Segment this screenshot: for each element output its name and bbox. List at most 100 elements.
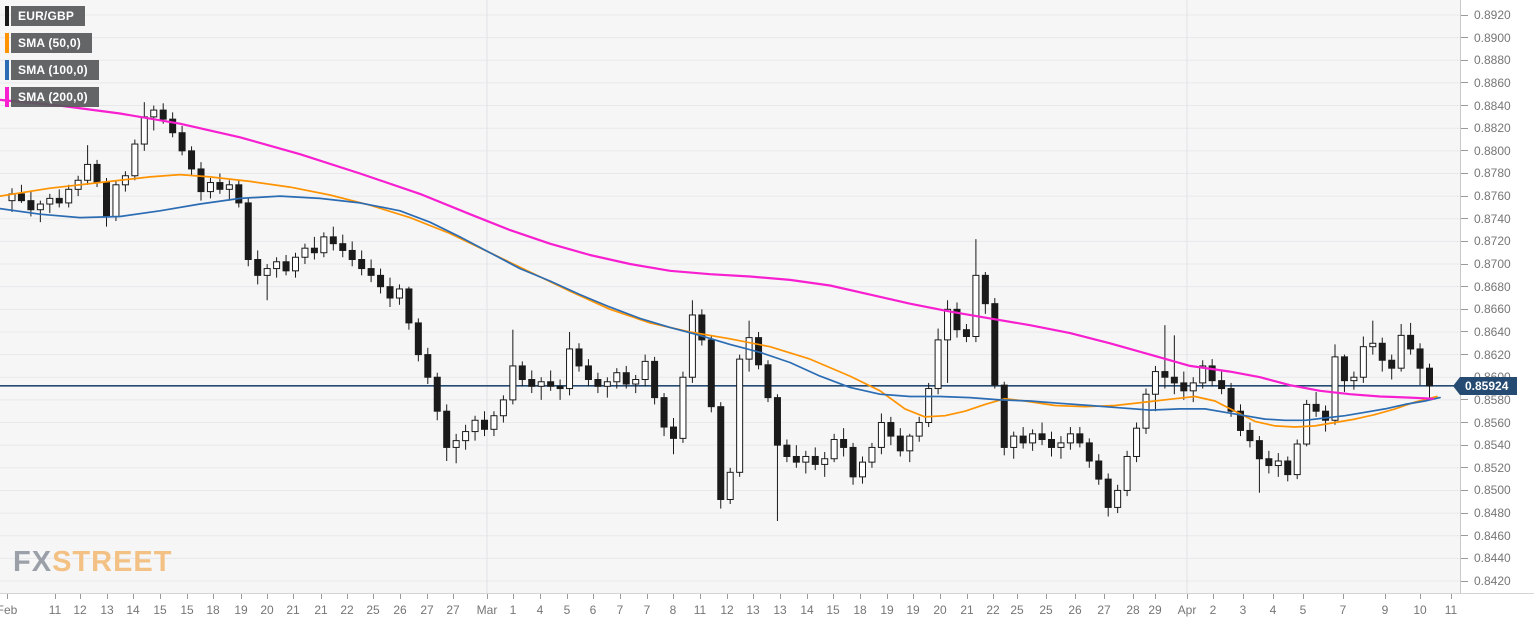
candle-up xyxy=(1114,489,1122,508)
price-axis-tick xyxy=(1461,467,1468,469)
legend: EUR/GBP SMA (50,0) SMA (100,0) SMA (200,0) xyxy=(5,6,99,114)
candle-down xyxy=(1322,410,1330,421)
candle-up xyxy=(726,471,734,500)
price-axis-tick xyxy=(1461,127,1468,129)
price-axis-tick xyxy=(1461,308,1468,310)
legend-item-label: EUR/GBP xyxy=(11,6,86,26)
time-axis-label: 8 xyxy=(669,603,677,617)
candle-up xyxy=(1397,334,1405,369)
price-axis-label: 0.8460 xyxy=(1474,528,1511,543)
candle-down xyxy=(169,118,177,134)
candle-down xyxy=(584,365,592,381)
candle-up xyxy=(1010,435,1018,448)
current-price-badge: 0.85924 xyxy=(1453,376,1518,395)
sma-line-500 xyxy=(0,173,1438,428)
price-axis-label: 0.8720 xyxy=(1474,234,1511,249)
price-axis-tick xyxy=(1461,354,1468,356)
candle-down xyxy=(849,446,857,478)
candle-down xyxy=(1208,365,1216,382)
candle-up xyxy=(320,236,328,254)
candle-down xyxy=(1388,359,1396,369)
time-axis[interactable]: Feb 11 12 13 14 15 15 18 19 20 21 21 22 25 26 27 27 Mar 1 4… xyxy=(0,593,1534,626)
time-axis-tick xyxy=(487,594,488,599)
candle-up xyxy=(1029,433,1037,444)
price-badge-value: 0.85924 xyxy=(1460,376,1518,395)
time-axis-label: 12 xyxy=(720,603,734,617)
time-axis-tick xyxy=(267,594,268,599)
time-axis-label: 20 xyxy=(260,603,274,617)
candle-up xyxy=(1274,460,1282,467)
candle-up xyxy=(613,372,621,383)
candle-up xyxy=(1350,376,1358,382)
candle-down xyxy=(254,259,262,276)
legend-swatch xyxy=(5,60,9,80)
candle-down xyxy=(1076,433,1084,444)
price-axis-label: 0.8560 xyxy=(1474,415,1511,430)
candle-down xyxy=(367,268,375,276)
time-axis-tick xyxy=(940,594,941,599)
price-axis-label: 0.8800 xyxy=(1474,143,1511,158)
price-axis-tick xyxy=(1461,240,1468,242)
time-axis-label: 7 xyxy=(1339,603,1347,617)
price-chart-plot[interactable] xyxy=(0,0,1460,593)
time-axis-label: 13 xyxy=(773,603,787,617)
time-axis-label: 27 xyxy=(1097,603,1111,617)
time-axis-tick xyxy=(241,594,242,599)
candle-down xyxy=(197,168,205,193)
price-axis-label: 0.8740 xyxy=(1474,211,1511,226)
legend-item: SMA (200,0) xyxy=(5,87,99,107)
price-axis-tick xyxy=(1461,263,1468,265)
time-axis-label: 7 xyxy=(643,603,651,617)
time-axis-tick xyxy=(833,594,834,599)
candle-down xyxy=(594,379,602,387)
candle-down xyxy=(991,303,999,386)
candle-down xyxy=(518,365,526,381)
time-axis-label: 28 xyxy=(1126,603,1140,617)
candle-up xyxy=(603,381,611,387)
price-axis-label: 0.8420 xyxy=(1474,574,1511,588)
price-axis-label: 0.8520 xyxy=(1474,460,1511,475)
time-axis-tick xyxy=(321,594,322,599)
time-axis-label: 3 xyxy=(1239,603,1247,617)
time-axis-tick xyxy=(400,594,401,599)
candle-up xyxy=(925,388,933,424)
price-axis-tick xyxy=(1461,399,1468,401)
time-axis-label: 6 xyxy=(589,603,597,617)
time-axis-tick xyxy=(860,594,861,599)
candle-up xyxy=(263,268,271,276)
candle-down xyxy=(433,376,441,412)
candle-up xyxy=(36,203,44,211)
time-axis-tick xyxy=(1075,594,1076,599)
candle-up xyxy=(462,431,470,442)
time-axis-tick xyxy=(1303,594,1304,599)
time-axis-label: 27 xyxy=(420,603,434,617)
candle-up xyxy=(679,376,687,439)
candle-up xyxy=(641,360,649,381)
price-axis-tick xyxy=(1461,195,1468,197)
candle-down xyxy=(1378,342,1386,361)
price-axis-label: 0.8860 xyxy=(1474,75,1511,90)
candle-up xyxy=(1189,382,1197,392)
candle-down xyxy=(528,379,536,387)
candle-down xyxy=(424,354,432,378)
candle-down xyxy=(764,364,772,399)
candle-down xyxy=(339,243,347,251)
candle-down xyxy=(981,274,989,305)
time-axis-label: 19 xyxy=(906,603,920,617)
time-axis-tick xyxy=(753,594,754,599)
price-axis-label: 0.8820 xyxy=(1474,121,1511,136)
candle-down xyxy=(178,132,186,152)
candle-up xyxy=(1303,403,1311,445)
candle-up xyxy=(301,247,309,258)
price-axis[interactable]: 0.8920 0.8900 0.8880 0.8860 0.8840 0.8820 0.88… xyxy=(1460,0,1534,593)
candle-up xyxy=(84,163,92,181)
legend-item-label: SMA (50,0) xyxy=(11,33,92,53)
time-axis-tick xyxy=(620,594,621,599)
candle-up xyxy=(632,379,640,385)
time-axis-tick xyxy=(293,594,294,599)
candle-down xyxy=(1104,478,1112,508)
time-axis-tick xyxy=(7,594,8,599)
candle-down xyxy=(1038,433,1046,440)
time-axis-tick xyxy=(540,594,541,599)
time-axis-label: 21 xyxy=(314,603,328,617)
